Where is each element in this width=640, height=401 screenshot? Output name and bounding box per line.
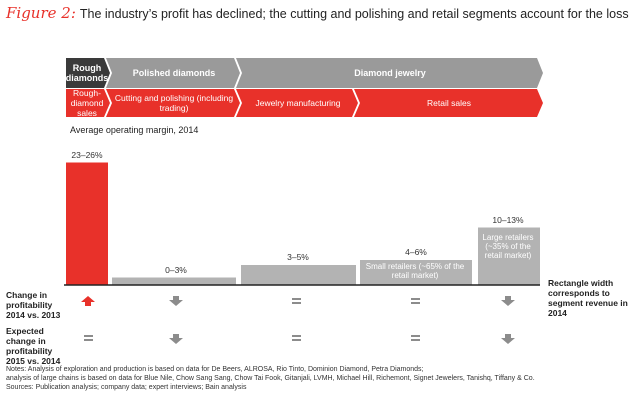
polished-header-bg — [106, 58, 240, 88]
rough-diamonds-header: Rough diamonds — [65, 63, 109, 83]
value-chain-chevrons — [66, 58, 543, 117]
figure-title: Figure 2: The industry’s profit has decli… — [6, 4, 629, 22]
change-down-arrow-icon — [169, 296, 183, 306]
expected-flat-icon — [292, 335, 301, 341]
jewelry-header-bg — [236, 58, 543, 88]
polished-diamonds-header: Polished diamonds — [132, 68, 216, 78]
manufacturing-subheader: Jewelry manufacturing — [255, 98, 341, 108]
expected-row-label: Expected change in profitability 2015 vs… — [6, 326, 61, 366]
bar-label-cutting: 0–3% — [165, 264, 187, 275]
margin-chart — [64, 162, 540, 286]
note-line: analysis of large chains is based on dat… — [6, 375, 535, 382]
rectangle-width-note: Rectangle width corresponds to segment r… — [548, 278, 628, 318]
change-flat-icon — [292, 298, 301, 304]
rough-header-bg — [66, 58, 110, 88]
bar-label-manufacturing: 3–5% — [287, 252, 309, 262]
figure-number: Figure 2: — [6, 4, 76, 22]
bar-small-retailers — [360, 260, 472, 285]
note-line: Sources: Publication analysis; company d… — [6, 384, 247, 391]
change-up-arrow-icon — [81, 296, 95, 306]
bar-cutting-polishing — [112, 277, 236, 285]
retail-bg — [354, 89, 543, 117]
expected-down-arrow-icon — [501, 334, 515, 344]
bar-rough-diamond-sales — [66, 162, 108, 285]
indicator-layer — [81, 296, 515, 344]
rough-sales-bg — [66, 89, 110, 117]
manufacturing-bg — [236, 89, 358, 117]
cutting-bg — [106, 89, 240, 117]
note-line: Notes: Analysis of exploration and produ… — [6, 366, 424, 373]
chart-title: Average operating margin, 2014 — [70, 125, 199, 135]
bar-jewelry-manufacturing — [241, 265, 356, 285]
cutting-subheader: Cutting and polishing (including trading… — [114, 93, 234, 113]
bar-label-small-retailers: 4–6% — [405, 247, 427, 257]
retail-subheader: Retail sales — [427, 98, 471, 108]
small-retailers-inner-text: Small retailers (~65% of the retail mark… — [365, 262, 465, 280]
expected-flat-icon — [411, 335, 420, 341]
expected-down-arrow-icon — [169, 334, 183, 344]
diamond-jewelry-header: Diamond jewelry — [354, 68, 426, 78]
bar-label-large-retailers: 10–13% — [492, 214, 524, 225]
footnotes: Notes: Analysis of exploration and produ… — [6, 365, 634, 392]
figure-title-text: The industry’s profit has declined; the … — [79, 7, 629, 21]
change-row-label: Change in profitability 2014 vs. 2013 — [6, 290, 61, 320]
change-flat-icon — [411, 298, 420, 304]
rough-sales-subheader: Rough-diamond sales — [70, 88, 104, 118]
change-down-arrow-icon — [501, 296, 515, 306]
large-retailers-inner-text: Large retailers (~35% of the retail mark… — [482, 233, 534, 260]
bar-label-rough: 23–26% — [71, 149, 103, 160]
expected-flat-icon — [84, 335, 93, 341]
bar-large-retailers — [478, 227, 540, 285]
